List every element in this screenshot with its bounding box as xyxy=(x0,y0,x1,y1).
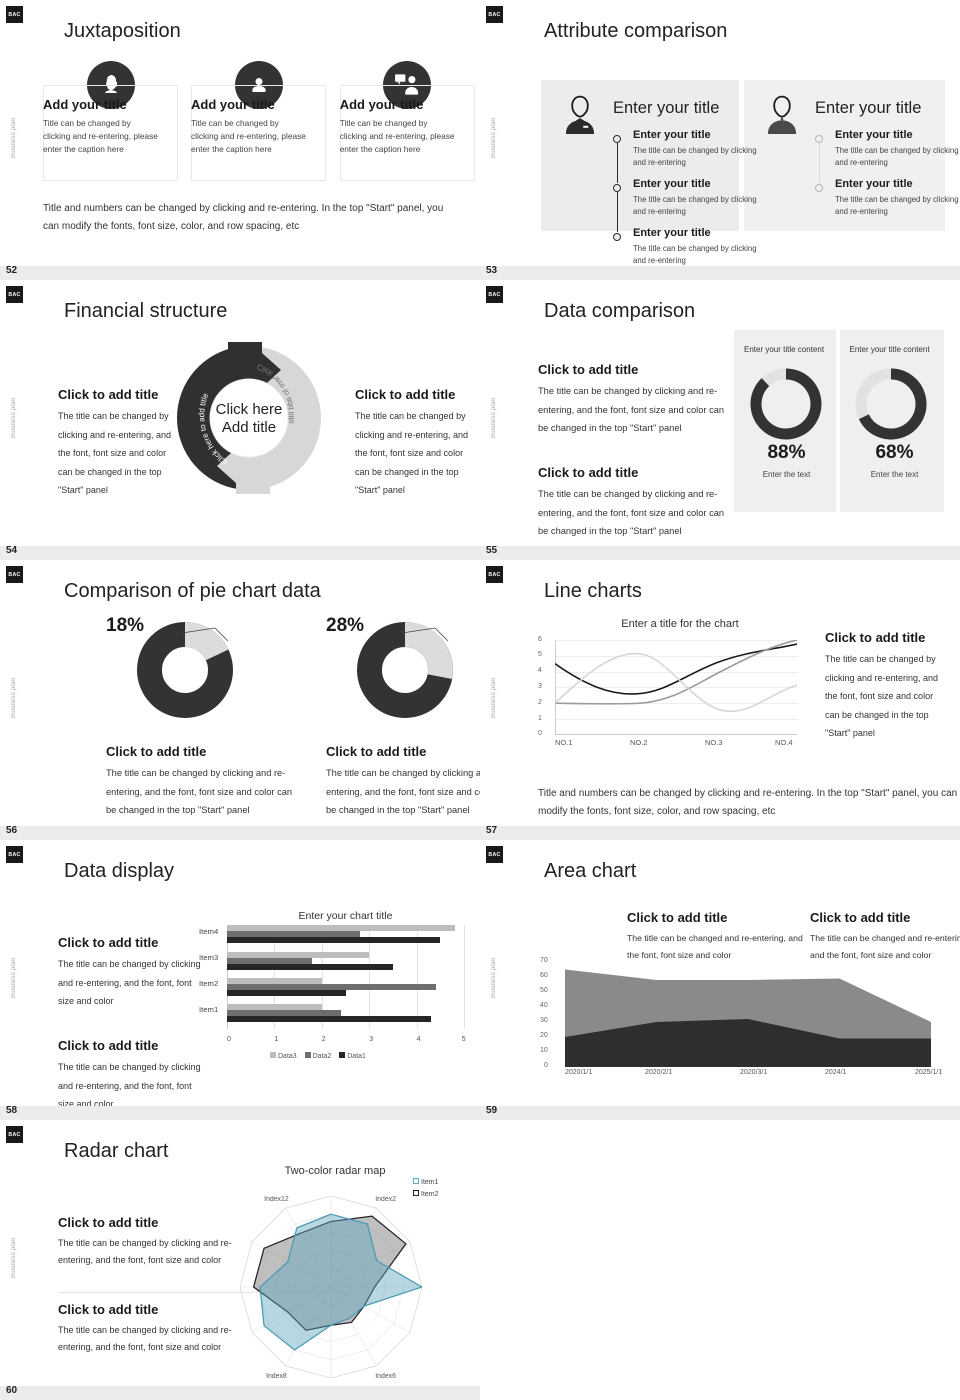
svg-text:Click here: Click here xyxy=(215,401,282,418)
svg-text:Index12: Index12 xyxy=(264,1196,289,1203)
svg-text:Index8: Index8 xyxy=(266,1373,287,1378)
svg-text:Index6: Index6 xyxy=(375,1373,396,1378)
svg-text:Add title: Add title xyxy=(221,419,275,436)
svg-text:Index2: Index2 xyxy=(375,1196,396,1203)
